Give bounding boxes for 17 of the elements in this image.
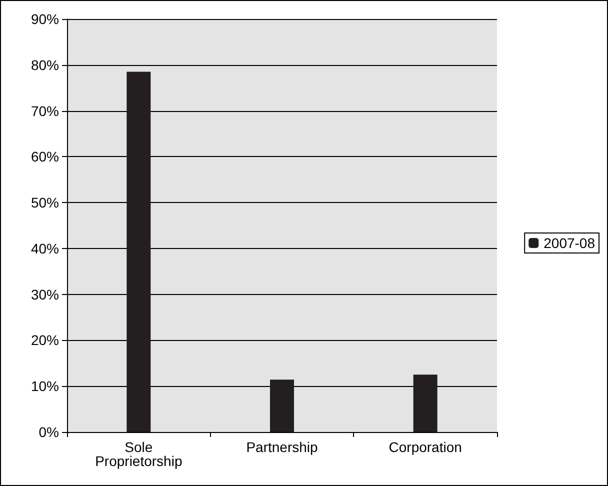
x-tick-label: Sole Proprietorship <box>95 439 182 469</box>
y-tick-label: 40% <box>30 240 59 256</box>
legend-label: 2007-08 <box>544 235 596 251</box>
bar <box>413 374 438 432</box>
y-tick-label: 70% <box>30 102 59 119</box>
y-tick-label: 60% <box>30 148 59 165</box>
y-tick-label: 10% <box>30 378 59 394</box>
y-tick-label: 90% <box>30 11 59 27</box>
bar <box>126 72 151 432</box>
y-tick-label: 50% <box>30 194 59 211</box>
y-tick-label: 20% <box>30 332 59 348</box>
bar <box>270 380 294 432</box>
y-tick-label: 0% <box>38 424 59 440</box>
x-tick-label: Partnership <box>246 439 318 455</box>
y-tick-label: 80% <box>30 56 59 73</box>
y-tick-label: 30% <box>30 286 59 302</box>
x-tick-label: Corporation <box>388 439 462 455</box>
